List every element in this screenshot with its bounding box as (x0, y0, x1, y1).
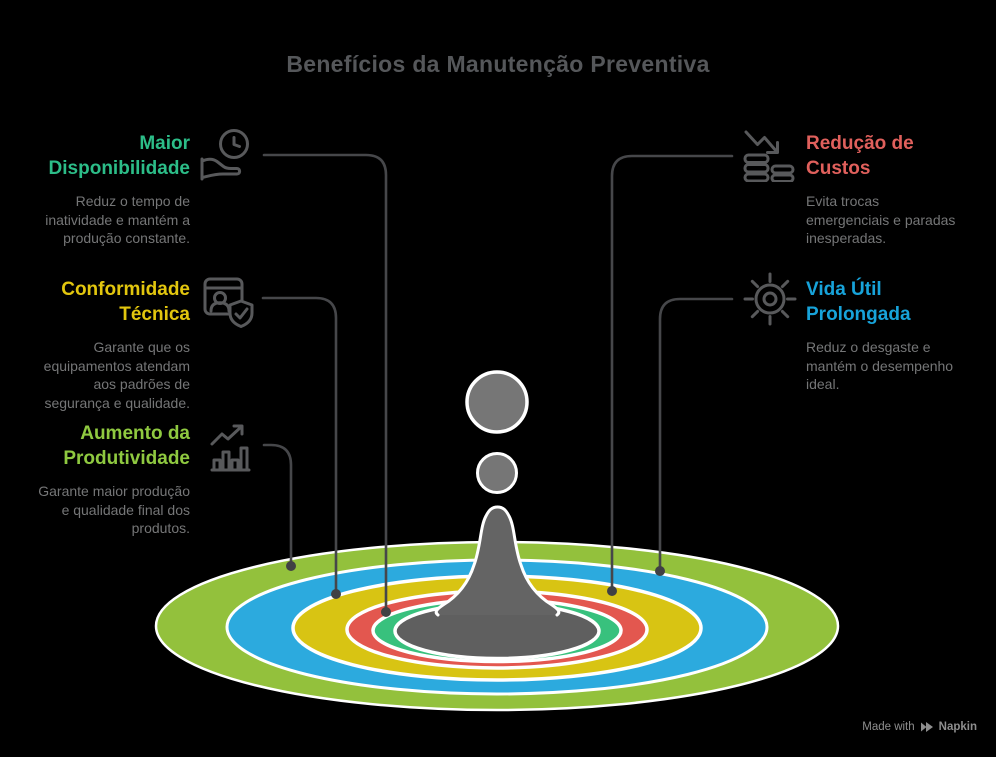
benefit-description: Garante maior produção e qualidade final… (38, 483, 190, 536)
benefit-title: Vida Útil Prolongada (806, 279, 911, 325)
benefit-item-maior-disponibilidade: Maior Disponibilidade Reduz o tempo de i… (0, 131, 190, 248)
connector-line-conformidade-tecnica (261, 296, 338, 591)
benefit-description: Garante que os equipamentos atendam aos … (43, 339, 190, 411)
growth-bar-chart-icon (202, 420, 264, 474)
water-splash (434, 505, 561, 617)
connector-dot (655, 566, 665, 576)
benefit-title: Aumento da Produtividade (63, 423, 190, 469)
benefit-title: Conformidade Técnica (61, 279, 190, 325)
splash-fill (436, 507, 559, 615)
benefit-item-conformidade-tecnica: Conformidade Técnica Garante que os equi… (0, 277, 190, 412)
benefit-item-reducao-custos: Redução de Custos Evita trocas emergenci… (806, 131, 996, 248)
benefit-description: Reduz o tempo de inatividade e mantém a … (45, 193, 190, 246)
droplet-large-circle (465, 370, 529, 434)
connector-lines (261, 153, 734, 610)
benefit-item-vida-util: Vida Útil Prolongada Reduz o desgaste e … (806, 277, 996, 394)
connector-line-vida-util (658, 297, 734, 568)
napkin-watermark: Made with Napkin (862, 721, 977, 733)
gear-sun-icon (741, 272, 803, 326)
benefit-title: Redução de Custos (806, 133, 914, 179)
connector-dots (286, 561, 665, 617)
page-title: Benefícios da Manutenção Preventiva (286, 51, 710, 77)
connector-line-maior-disponibilidade (262, 153, 388, 610)
watermark-brand: Napkin (938, 721, 977, 733)
droplet-small-circle (476, 452, 518, 494)
splash-outline (434, 505, 561, 617)
benefit-description: Reduz o desgaste e mantém o desempenho i… (806, 339, 954, 392)
compliance-card-shield-icon (199, 274, 261, 328)
benefit-description: Evita trocas emergenciais e paradas ines… (806, 193, 956, 246)
connector-dot (607, 586, 617, 596)
connector-dot (331, 589, 341, 599)
watermark-made-with: Made with (862, 721, 915, 733)
connector-dot (286, 561, 296, 571)
napkin-logo-icon (920, 722, 933, 732)
ripple-rings (154, 540, 840, 712)
benefit-title: Maior Disponibilidade (48, 133, 190, 179)
benefit-item-aumento-produtividade: Aumento da Produtividade Garante maior p… (0, 421, 190, 538)
cost-decline-coins-icon (739, 128, 801, 183)
hand-clock-icon (197, 128, 259, 182)
connector-dot (381, 607, 391, 617)
connector-line-aumento-produtividade (262, 443, 293, 563)
connector-line-reducao-custos (610, 154, 734, 588)
